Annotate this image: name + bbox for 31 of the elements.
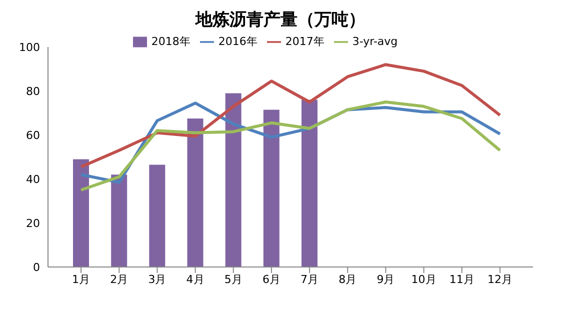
x-tick-label: 10月 <box>411 272 436 286</box>
bar <box>187 118 204 267</box>
x-tick-label: 11月 <box>449 272 474 286</box>
bar <box>149 164 166 267</box>
y-tick-label: 60 <box>26 128 40 142</box>
legend-label: 3-yr-avg <box>352 35 398 48</box>
x-tick-label: 7月 <box>300 272 319 286</box>
x-tick-label: 2月 <box>110 272 128 286</box>
bar <box>111 174 128 267</box>
y-tick-label: 20 <box>26 216 40 230</box>
x-tick-label: 6月 <box>262 272 280 286</box>
x-tick-label: 4月 <box>186 272 204 286</box>
x-tick-label: 9月 <box>376 272 395 286</box>
y-tick-label: 0 <box>33 260 40 274</box>
bar <box>225 93 242 267</box>
y-tick-label: 100 <box>19 40 40 54</box>
line-series <box>80 63 502 168</box>
bar <box>302 100 318 267</box>
y-tick-label: 80 <box>26 84 40 98</box>
x-tick-label: 8月 <box>338 272 357 286</box>
legend-label: 2017年 <box>285 35 324 48</box>
chart-title: 地炼沥青产量（万吨） <box>194 9 366 32</box>
x-tick-label: 5月 <box>224 272 242 286</box>
bar <box>263 110 280 267</box>
legend-label: 2018年 <box>151 35 190 48</box>
bar <box>73 159 89 267</box>
y-tick-label: 40 <box>26 172 40 186</box>
x-tick-label: 12月 <box>487 272 512 286</box>
x-tick-label: 3月 <box>148 272 166 286</box>
legend-label: 2016年 <box>218 35 258 48</box>
x-tick-label: 1月 <box>72 272 90 286</box>
